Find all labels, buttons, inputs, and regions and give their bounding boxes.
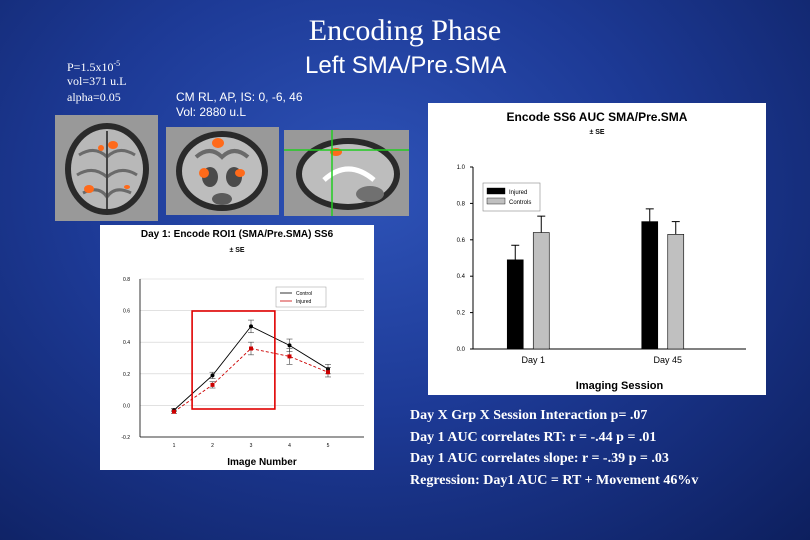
bar-legend-label: Controls <box>509 200 531 206</box>
finding-interaction: Day X Grp X Session Interaction p= .07 <box>410 408 648 423</box>
line-point-injured <box>287 354 292 359</box>
bar-category-label: Day 1 <box>521 355 545 365</box>
bar-controls <box>532 232 550 350</box>
line-x-tick-label: 4 <box>288 443 291 449</box>
line-point-injured <box>249 346 253 351</box>
line-y-tick-label: 0.6 <box>123 309 130 315</box>
line-point-control <box>249 324 253 329</box>
bar-chart-svg: 0.0 0.2 0.4 0.6 0.8 1.0 Day 1 Day 45 Imaging Ses… <box>457 165 746 392</box>
bar-y-tick-label: 0.8 <box>457 201 466 207</box>
slide-title: Encoding Phase <box>308 14 502 47</box>
line-point-injured <box>172 409 176 414</box>
p-value-base: P=1.5x10 <box>67 60 114 74</box>
coords-line: CM RL, AP, IS: 0, -6, 46 <box>176 90 303 104</box>
sagittal-brain-image <box>284 130 409 216</box>
line-legend-label: Control <box>296 291 312 297</box>
line-point-control <box>287 343 292 348</box>
line-y-tick-label: -0.2 <box>121 435 130 441</box>
line-series-control <box>173 325 329 411</box>
line-chart-panel: Day 1: Encode ROI1 (SMA/Pre.SMA) SS6 ± S… <box>100 225 374 470</box>
line-x-tick-label: 3 <box>250 443 253 449</box>
bar-injured <box>506 259 524 350</box>
axial-brain-image <box>55 115 158 221</box>
bar-y-tick-label: 0.6 <box>457 238 466 244</box>
line-point-injured <box>210 382 215 387</box>
alpha-label: alpha=0.05 <box>67 90 121 104</box>
line-chart-se-label: ± SE <box>229 247 245 254</box>
line-y-tick-label: 0.2 <box>123 372 130 378</box>
line-y-tick-label: 0.4 <box>123 340 130 346</box>
bar-x-axis-label: Imaging Session <box>576 380 664 392</box>
bar-controls <box>667 234 685 350</box>
line-x-tick-label: 1 <box>173 443 176 449</box>
axial-brain-drawing <box>65 123 149 215</box>
bar-legend-swatch <box>486 187 506 195</box>
line-point-control <box>210 373 215 378</box>
coronal-brain-image <box>166 127 279 215</box>
bar-y-tick-label: 0.2 <box>457 311 466 317</box>
bar-category-label: Day 45 <box>653 355 682 365</box>
bar-y-tick-label: 0.4 <box>457 274 466 280</box>
coronal-brain-drawing <box>176 131 268 211</box>
line-x-tick-label: 5 <box>327 443 330 449</box>
line-series-injured <box>173 348 329 413</box>
bar-legend-label: Injured <box>509 190 527 196</box>
line-y-tick-label: 0.0 <box>123 403 130 409</box>
line-x-tick-label: 2 <box>211 443 214 449</box>
finding-slope-correlation: Day 1 AUC correlates slope: r = -.39 p =… <box>410 451 669 466</box>
line-point-injured <box>326 370 330 375</box>
bar-y-tick-label: 0.0 <box>457 347 466 353</box>
bar-y-tick-label: 1.0 <box>457 165 466 171</box>
bar-chart-se-label: ± SE <box>589 129 605 136</box>
line-y-tick-label: 0.8 <box>123 277 130 283</box>
bar-legend-swatch <box>486 197 506 205</box>
volume-line: Vol: 2880 u.L <box>176 105 247 119</box>
volume-label: vol=371 u.L <box>67 74 127 88</box>
bar-legend-box <box>482 182 541 212</box>
bar-injured <box>641 221 659 350</box>
finding-regression: Regression: Day1 AUC = RT + Movement 46%… <box>410 473 699 488</box>
line-chart-title: Day 1: Encode ROI1 (SMA/Pre.SMA) SS6 <box>140 229 334 240</box>
sagittal-brain-drawing <box>284 130 409 216</box>
finding-rt-correlation: Day 1 AUC correlates RT: r = -.44 p = .0… <box>410 430 657 445</box>
highlight-box <box>191 310 276 410</box>
line-x-axis-label: Image Number <box>227 457 297 468</box>
bar-chart-panel: Encode SS6 AUC SMA/Pre.SMA ± SE 0.0 0.2 0.… <box>428 103 766 395</box>
line-legend-box <box>275 286 327 308</box>
line-chart-svg: -0.2 0.0 0.2 0.4 0.6 0.8 1 2 3 4 5 Image Number Cont… <box>121 277 364 468</box>
line-legend-label: Injured <box>296 299 312 305</box>
bar-chart-title: Encode SS6 AUC SMA/Pre.SMA <box>506 110 688 124</box>
slide-subtitle: Left SMA/Pre.SMA <box>305 52 507 79</box>
p-value-label: P=1.5x10-5 <box>67 56 120 75</box>
p-value-exponent: -5 <box>113 59 121 68</box>
